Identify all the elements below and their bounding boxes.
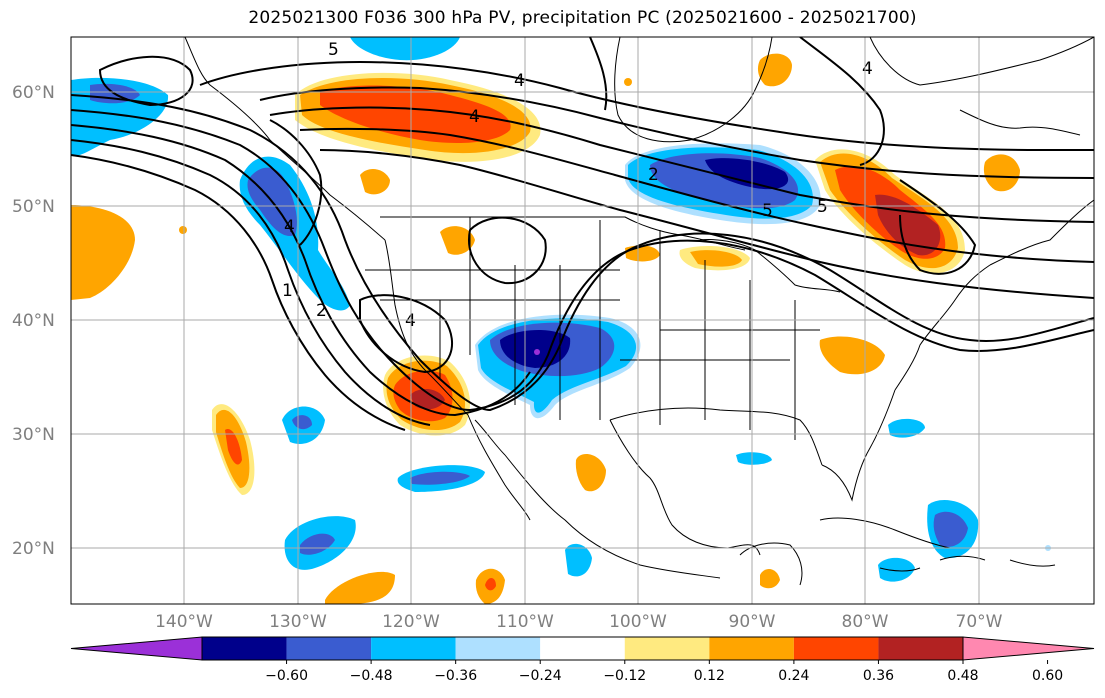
contour-label-4-canada: 4 <box>514 71 525 91</box>
contour-label-4-quebec: 4 <box>862 59 873 79</box>
pos-anomaly-pacific-15n <box>325 571 395 604</box>
colorbar-segment <box>624 637 710 660</box>
latitude-labels: 60°N 50°N 40°N 30°N 20°N <box>12 83 55 559</box>
pv-contour-labels: 5 4 4 4 4 1 2 2 4 5 5 <box>282 40 873 331</box>
lon-label-120w: 120°W <box>382 612 440 632</box>
pos-anomaly-central-america <box>760 568 780 589</box>
contour-label-4-prairies: 4 <box>469 107 480 127</box>
longitude-labels: 140°W 130°W 120°W 110°W 100°W 90°W 80°W … <box>155 612 1003 632</box>
colorbar-tick-label: −0.60 <box>265 668 308 684</box>
colorbar-segment <box>540 637 625 660</box>
lat-label-40n: 40°N <box>12 311 55 331</box>
lat-label-30n: 30°N <box>12 425 55 445</box>
colorbar-tick-label: 0.24 <box>778 668 809 684</box>
lon-label-80w: 80°W <box>842 612 889 632</box>
pos-anomaly-bc-interior <box>360 168 390 195</box>
colorbar-tick-label: 0.60 <box>1032 668 1063 684</box>
pv-contours <box>71 37 1094 431</box>
map-title: 2025021300 F036 300 hPa PV, precipitatio… <box>248 8 917 28</box>
colorbar-tick-label: −0.36 <box>434 668 477 684</box>
pos-anomaly-carolinas <box>819 336 885 375</box>
contour-label-2-lakes: 2 <box>648 165 659 185</box>
contour-label-5-east: 5 <box>817 197 828 217</box>
neg-anomaly-four-corners <box>475 314 641 419</box>
lon-label-140w: 140°W <box>155 612 213 632</box>
lon-label-130w: 130°W <box>269 612 327 632</box>
colorbar-segment <box>202 637 287 660</box>
lon-label-70w: 70°W <box>956 612 1003 632</box>
colorbar-tick-label: −0.48 <box>350 668 393 684</box>
colorbar: −0.60 −0.48 −0.36 −0.24 −0.12 0.12 0.24 0.36 0.4… <box>70 636 1095 684</box>
contour-label-4-coast: 4 <box>284 217 295 237</box>
colorbar-tick-label: −0.12 <box>603 668 646 684</box>
lat-label-20n: 20°N <box>12 539 55 559</box>
colorbar-segment <box>371 637 456 660</box>
colorbar-extend-low <box>70 636 203 661</box>
colorbar-segment <box>878 637 963 660</box>
pos-anomaly-iowa-east <box>690 250 742 267</box>
colorbar-segment <box>709 637 794 660</box>
colorbar-frame <box>201 636 964 661</box>
colorbar-tick-label: 0.36 <box>863 668 894 684</box>
contour-label-5-lakes: 5 <box>762 201 773 221</box>
colorbar-segment <box>286 637 372 660</box>
contour-label-4-nevada: 4 <box>405 311 416 331</box>
pos-anomaly-subtropical-pacific <box>212 404 255 495</box>
pos-anomaly-labrador <box>983 154 1020 192</box>
lon-label-90w: 90°W <box>729 612 776 632</box>
lat-label-60n: 60°N <box>12 83 55 103</box>
neg-anomaly-florida <box>888 418 925 438</box>
neg-anomaly-cuba <box>878 557 915 582</box>
colorbar-tick-label: 0.12 <box>694 668 725 684</box>
lat-label-50n: 50°N <box>12 197 55 217</box>
pos-anomaly-wyoming <box>440 226 475 255</box>
colorbar-segment <box>793 637 879 660</box>
neg-anomaly-southern-mexico <box>565 543 592 577</box>
neg-anomaly-gulf <box>736 452 772 465</box>
lon-label-100w: 100°W <box>609 612 667 632</box>
pos-anomaly-east-pacific <box>71 205 135 300</box>
pos-anomaly-gulf-mexico-west <box>575 454 606 492</box>
colorbar-tick-label: −0.24 <box>519 668 562 684</box>
contour-label-5-north: 5 <box>328 40 339 60</box>
colorbar-tick-label: 0.48 <box>947 668 978 684</box>
colorbar-segment <box>455 637 541 660</box>
pos-anomaly-quebec <box>815 149 965 274</box>
contour-label-2: 2 <box>316 301 327 321</box>
map-frame <box>70 36 1095 605</box>
colorbar-extend-high <box>962 636 1095 661</box>
contour-label-1: 1 <box>282 281 293 301</box>
neg-anomaly-north-bc <box>350 37 460 61</box>
pos-anomaly-dot-pacific <box>179 226 187 234</box>
map-gridlines <box>71 37 1094 604</box>
pos-anomaly-dot-hudson <box>624 78 632 86</box>
lon-label-110w: 110°W <box>496 612 554 632</box>
pos-anomaly-canadian-prairies <box>295 72 541 162</box>
